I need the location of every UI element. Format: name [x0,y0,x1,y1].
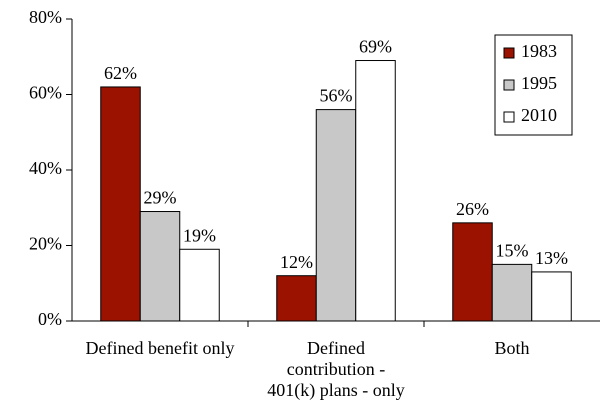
value-label: 15% [496,241,529,261]
bar [276,275,317,322]
x-tick-label: Defined contribution - 401(k) plans - on… [267,338,405,400]
bar [531,271,572,322]
legend-swatch [503,47,515,59]
bar [355,60,396,322]
bar [179,248,220,322]
value-label: 69% [359,37,392,57]
x-tick-label: Defined benefit only [85,338,235,358]
bar [491,263,533,322]
value-label: 29% [144,188,177,208]
y-tick-label: 0% [38,309,62,329]
value-label: 26% [456,199,489,219]
legend-label: 2010 [521,105,557,125]
bar [315,109,357,322]
y-tick-label: 80% [29,7,62,27]
value-label: 13% [535,248,568,268]
bar [139,211,181,322]
value-label: 19% [183,225,216,245]
legend-swatch [503,111,515,123]
legend-swatch [503,79,515,91]
bar [452,222,493,322]
y-tick-label: 40% [29,158,62,178]
legend-label: 1995 [521,73,557,93]
y-tick-label: 20% [29,234,62,254]
y-tick-label: 60% [29,83,62,103]
value-label: 56% [320,86,353,106]
bar [100,86,141,322]
value-label: 62% [104,63,137,83]
value-label: 12% [280,252,313,272]
legend-label: 1983 [521,41,557,61]
x-tick-label: Both [494,338,530,358]
